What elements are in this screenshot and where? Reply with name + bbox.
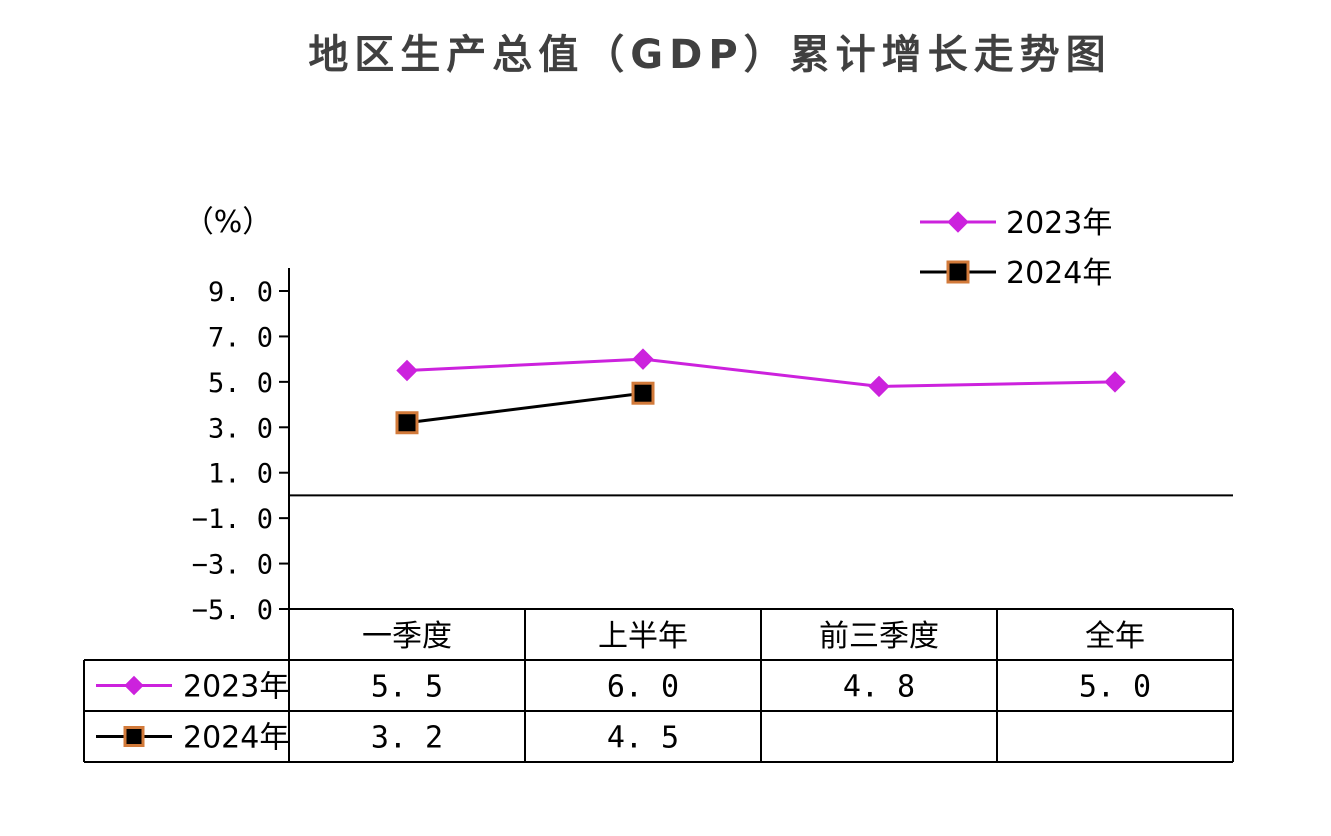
data-label: 6. 0 <box>607 670 679 705</box>
y-tick-label: −1. 0 <box>192 504 273 535</box>
category-label: 上半年 <box>598 619 688 654</box>
series-line-0 <box>406 357 1116 388</box>
y-tick-label: −5. 0 <box>192 595 273 626</box>
y-tick-label: 3. 0 <box>208 413 273 444</box>
y-tick-label: 5. 0 <box>208 368 273 399</box>
legend-label-1: 2024年 <box>1006 256 1112 291</box>
legend-marker-0 <box>947 211 969 233</box>
legend-label-0: 2023年 <box>1006 206 1112 241</box>
data-table: 一季度 上半年 前三季度 全年 2023年 5. 5 6. 0 4. 8 5. 0 2024年 3.… <box>83 608 1234 763</box>
series-layer <box>395 348 1126 435</box>
table-series-label-0: 2023年 <box>183 670 289 705</box>
data-point-0 <box>632 348 654 370</box>
data-label: 4. 8 <box>843 670 915 705</box>
data-point-0 <box>1104 371 1126 393</box>
axes: 9. 0 7. 0 5. 0 3. 0 1. 0 −1. 0 −3. 0 −5. 0 <box>192 268 1233 626</box>
data-label: 5. 0 <box>1079 670 1151 705</box>
data-point-0 <box>396 359 418 382</box>
data-label: 4. 5 <box>607 721 679 756</box>
legend-marker-1 <box>946 260 970 284</box>
y-tick-label: 1. 0 <box>208 459 273 490</box>
data-point-1 <box>395 411 419 435</box>
chart-title: 地区生产总值（GDP）累计增长走势图 <box>308 32 1111 78</box>
y-tick-label: 9. 0 <box>208 277 273 308</box>
data-label: 5. 5 <box>371 670 443 705</box>
y-tick-label: 7. 0 <box>208 322 273 353</box>
series-line-1 <box>406 391 644 425</box>
category-label: 全年 <box>1085 619 1145 654</box>
legend: 2023年 2024年 <box>920 206 1112 291</box>
table-legend-marker-1 <box>123 726 145 747</box>
table-legend-marker-0 <box>124 675 144 696</box>
category-label: 前三季度 <box>819 619 939 654</box>
y-tick-label: −3. 0 <box>192 550 273 581</box>
data-point-0 <box>868 375 890 398</box>
data-point-1 <box>631 381 655 405</box>
y-axis-unit: （%） <box>184 205 273 240</box>
data-label: 3. 2 <box>371 721 443 756</box>
table-series-label-1: 2024年 <box>183 721 289 756</box>
category-label: 一季度 <box>362 619 452 654</box>
